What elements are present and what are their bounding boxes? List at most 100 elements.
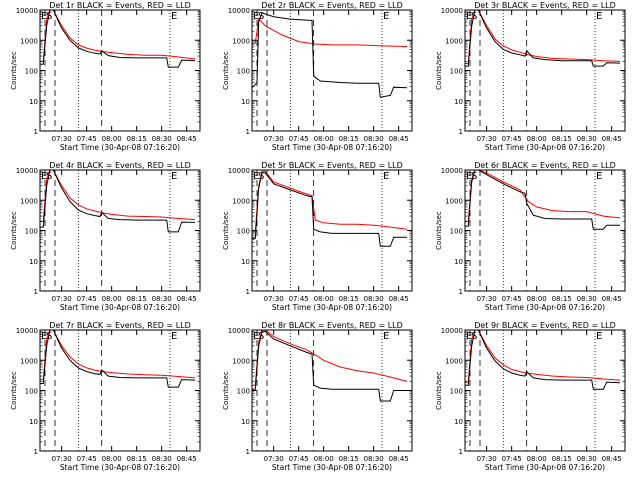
y-tick-label: 10 [241,258,250,266]
plot-frame [39,169,201,292]
series-events [252,12,408,98]
x-tick-label: 07:45 [502,455,522,463]
x-tick-label: 08:45 [177,135,197,143]
x-axis-label: Start Time (30-Apr-08 07:16:20) [485,303,605,312]
x-tick-label: 08:00 [102,135,122,143]
plot-frame [464,9,626,132]
panel-title: Det 5r BLACK = Events, RED = LLD [261,161,403,170]
x-tick-label: 08:30 [577,135,597,143]
y-tick-label: 1000 [20,357,38,365]
y-tick-label: 1000 [445,197,463,205]
x-tick-label: 07:30 [52,135,72,143]
marker-label: S [46,331,52,342]
marker-label: S [46,171,52,182]
panel-title: Det 2r BLACK = Events, RED = LLD [261,1,403,10]
x-axis-label: Start Time (30-Apr-08 07:16:20) [60,143,180,152]
y-tick-label: 10000 [16,7,38,15]
marker-label: E [253,331,259,342]
x-tick-label: 07:45 [289,135,309,143]
marker-label: E [383,171,389,182]
y-tick-label: 10 [241,418,250,426]
panel-title: Det 4r BLACK = Events, RED = LLD [49,161,191,170]
plot-frame [39,9,201,132]
y-tick-label: 1000 [232,37,250,45]
x-axis-label: Start Time (30-Apr-08 07:16:20) [485,143,605,152]
marker-label: E [596,11,602,22]
y-axis-label: Counts/sec [222,211,230,250]
y-tick-label: 1000 [20,197,38,205]
x-tick-label: 08:15 [339,295,359,303]
y-tick-label: 100 [25,228,38,236]
x-tick-label: 08:15 [339,135,359,143]
series-events [40,330,196,388]
x-axis-label: Start Time (30-Apr-08 07:16:20) [60,463,180,472]
x-tick-label: 08:45 [389,455,409,463]
y-tick-label: 1000 [232,197,250,205]
marker-label: S [471,331,477,342]
x-tick-label: 07:30 [477,295,497,303]
marker-label: E [383,331,389,342]
marker-label: E [596,331,602,342]
x-tick-label: 08:00 [102,455,122,463]
x-tick-label: 08:30 [152,455,172,463]
series-events [465,330,621,390]
y-axis-label: Counts/sec [435,211,443,250]
y-tick-label: 10 [241,98,250,106]
x-axis-label: Start Time (30-Apr-08 07:16:20) [272,463,392,472]
x-tick-label: 08:15 [127,295,147,303]
y-tick-label: 10 [29,98,38,106]
y-tick-label: 10000 [228,167,250,175]
marker-label: E [171,331,177,342]
panel-title: Det 9r BLACK = Events, RED = LLD [474,321,616,330]
panel-title: Det 6r BLACK = Events, RED = LLD [474,161,616,170]
marker-label: E [171,171,177,182]
y-tick-label: 10000 [16,327,38,335]
x-tick-label: 08:30 [577,295,597,303]
x-tick-label: 07:45 [502,135,522,143]
x-tick-label: 08:15 [127,455,147,463]
x-tick-label: 07:45 [502,295,522,303]
marker-label: E [41,11,47,22]
y-tick-label: 1 [246,288,250,296]
x-axis-label: Start Time (30-Apr-08 07:16:20) [272,303,392,312]
y-tick-label: 1000 [445,357,463,365]
marker-label: E [171,11,177,22]
x-tick-label: 08:15 [552,455,572,463]
panel-title: Det 7r BLACK = Events, RED = LLD [49,321,191,330]
series-events [465,10,621,67]
y-tick-label: 1 [459,448,463,456]
x-tick-label: 08:45 [602,455,622,463]
y-tick-label: 10000 [441,167,463,175]
y-axis-label: Counts/sec [10,371,18,410]
y-tick-label: 10 [454,98,463,106]
marker-label: E [253,171,259,182]
x-tick-label: 08:15 [552,295,572,303]
x-tick-label: 08:00 [314,295,334,303]
panel-title: Det 1r BLACK = Events, RED = LLD [49,1,191,10]
x-tick-label: 08:00 [314,455,334,463]
x-tick-label: 07:30 [52,455,72,463]
marker-label: E [41,331,47,342]
y-axis-label: Counts/sec [222,51,230,90]
marker-label: E [466,11,472,22]
x-tick-label: 08:45 [177,295,197,303]
x-tick-label: 08:00 [314,135,334,143]
y-tick-label: 1 [34,288,38,296]
y-tick-label: 1 [459,128,463,136]
x-axis-label: Start Time (30-Apr-08 07:16:20) [60,303,180,312]
x-tick-label: 07:30 [264,295,284,303]
y-tick-label: 10000 [16,167,38,175]
y-tick-label: 100 [237,388,250,396]
y-axis-label: Counts/sec [10,51,18,90]
y-tick-label: 100 [450,228,463,236]
x-tick-label: 08:30 [364,295,384,303]
plot-frame [464,169,626,292]
y-tick-label: 100 [237,68,250,76]
marker-label: E [41,171,47,182]
marker-label: E [466,331,472,342]
